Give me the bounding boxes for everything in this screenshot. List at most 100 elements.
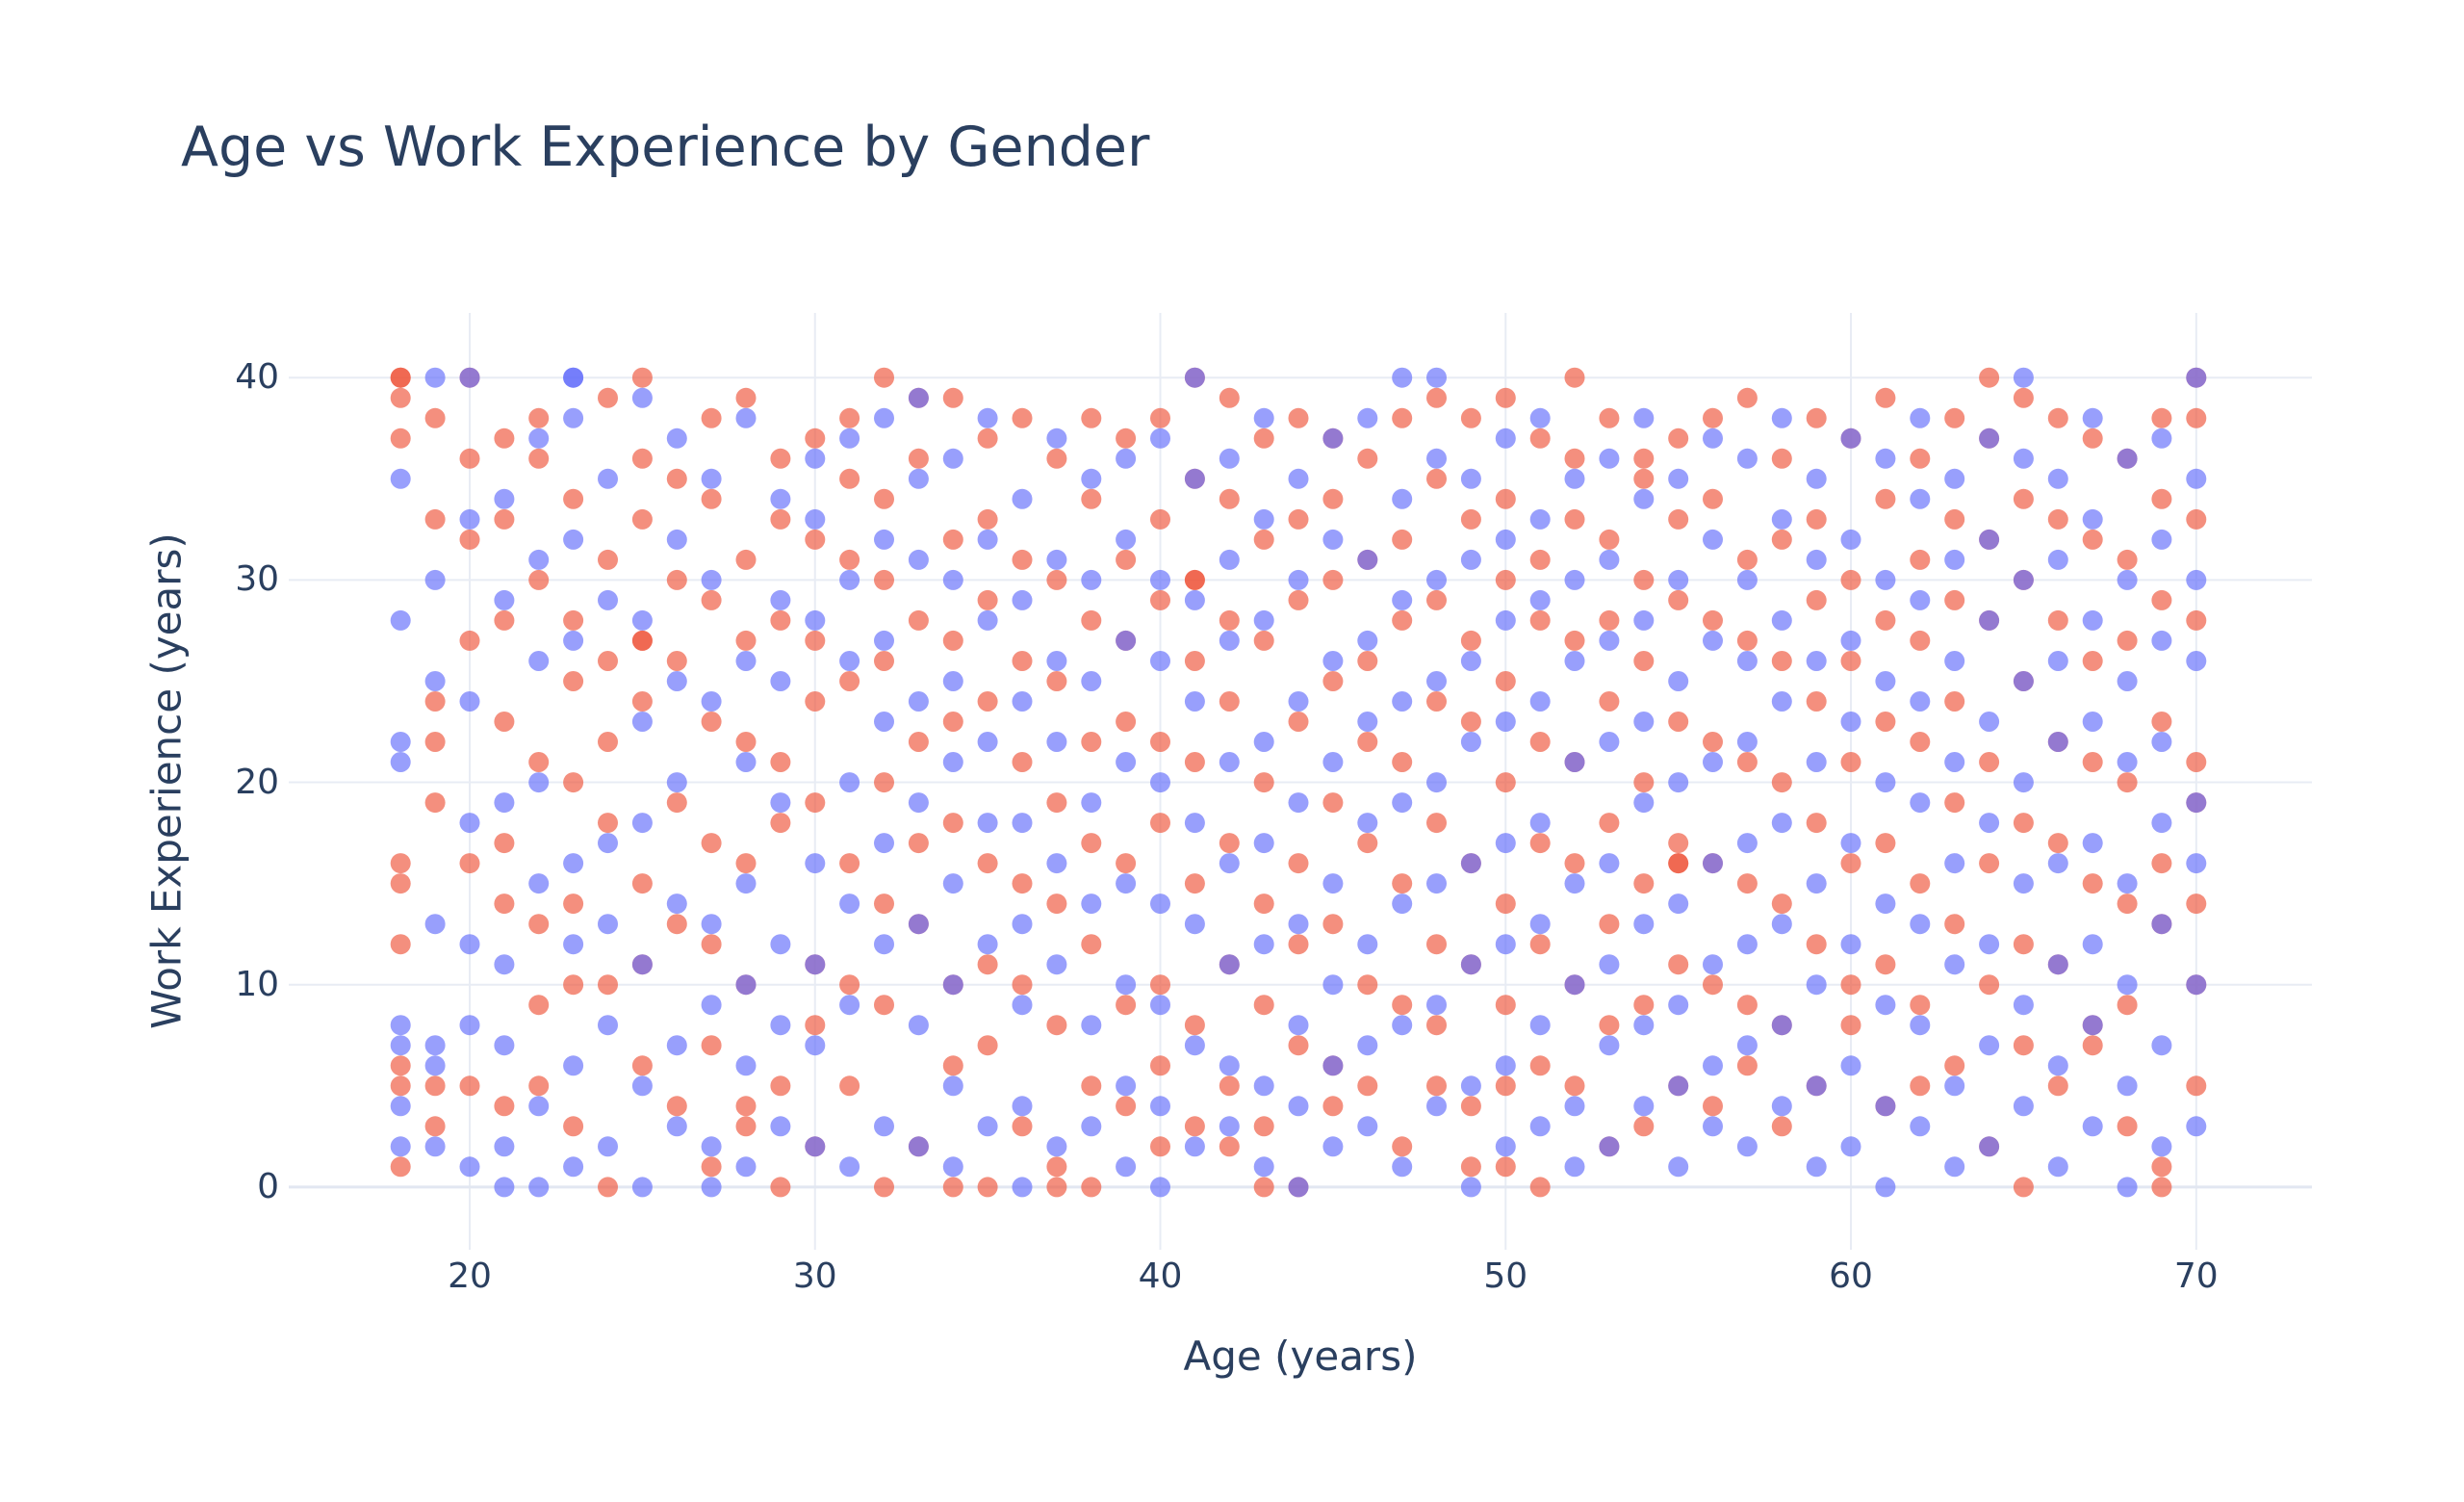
data-point-group-red[interactable] xyxy=(598,651,618,671)
data-point-group-red[interactable] xyxy=(424,1116,446,1137)
data-point-group-red[interactable] xyxy=(1806,407,1827,428)
data-point-group-red[interactable] xyxy=(424,1075,446,1097)
data-point-group-red[interactable] xyxy=(390,367,411,388)
data-point-group-red[interactable] xyxy=(1910,549,1931,570)
data-point-group-red[interactable] xyxy=(1771,893,1792,915)
data-point-group-red[interactable] xyxy=(1046,792,1067,814)
data-point-group-blue[interactable] xyxy=(1668,995,1689,1016)
data-point-group-blue[interactable] xyxy=(2047,1055,2068,1076)
data-point-group-blue[interactable] xyxy=(666,529,687,550)
data-point-group-blue[interactable] xyxy=(1840,934,1861,955)
data-point-group-blue[interactable] xyxy=(1564,468,1585,489)
data-point-group-red[interactable] xyxy=(977,1177,998,1198)
data-point-group-blue[interactable] xyxy=(1392,589,1413,610)
data-point-group-red[interactable] xyxy=(459,448,480,469)
data-point-group-blue[interactable] xyxy=(1564,651,1585,671)
data-point-group-red[interactable] xyxy=(1322,914,1344,935)
data-point-group-blue[interactable] xyxy=(839,772,860,793)
data-point-group-blue[interactable] xyxy=(1771,1015,1792,1036)
data-point-group-blue[interactable] xyxy=(1771,914,1792,935)
data-point-group-blue[interactable] xyxy=(1081,1015,1102,1036)
data-point-group-red[interactable] xyxy=(805,691,826,712)
data-point-group-red[interactable] xyxy=(1426,813,1447,834)
data-point-group-blue[interactable] xyxy=(1599,732,1620,752)
data-point-group-red[interactable] xyxy=(598,387,618,408)
data-point-group-blue[interactable] xyxy=(631,1075,653,1097)
data-point-group-blue[interactable] xyxy=(1840,427,1861,449)
data-point-group-red[interactable] xyxy=(839,468,860,489)
data-point-group-blue[interactable] xyxy=(1633,1096,1655,1117)
data-point-group-red[interactable] xyxy=(839,974,860,996)
data-point-group-red[interactable] xyxy=(1599,691,1620,712)
data-point-group-red[interactable] xyxy=(1495,671,1516,691)
data-point-group-blue[interactable] xyxy=(1736,732,1758,752)
data-point-group-blue[interactable] xyxy=(1944,1156,1965,1178)
data-point-group-red[interactable] xyxy=(1357,448,1378,469)
data-point-group-red[interactable] xyxy=(1392,752,1413,772)
data-point-group-red[interactable] xyxy=(701,1156,722,1178)
data-point-group-blue[interactable] xyxy=(2151,529,2172,550)
data-point-group-red[interactable] xyxy=(494,1096,515,1117)
data-point-group-red[interactable] xyxy=(770,813,791,834)
data-point-group-red[interactable] xyxy=(1046,893,1067,915)
data-point-group-blue[interactable] xyxy=(2186,1116,2207,1137)
data-point-group-red[interactable] xyxy=(977,508,998,530)
data-point-group-blue[interactable] xyxy=(1599,1035,1620,1056)
data-point-group-red[interactable] xyxy=(735,853,757,874)
data-point-group-blue[interactable] xyxy=(2013,671,2034,691)
data-point-group-red[interactable] xyxy=(908,609,929,631)
data-point-group-blue[interactable] xyxy=(390,1136,411,1157)
data-point-group-blue[interactable] xyxy=(1426,995,1447,1016)
data-point-group-blue[interactable] xyxy=(977,609,998,631)
data-point-group-blue[interactable] xyxy=(839,893,860,915)
data-point-group-blue[interactable] xyxy=(1875,1177,1896,1198)
data-point-group-red[interactable] xyxy=(1253,1116,1274,1137)
data-point-group-red[interactable] xyxy=(390,873,411,894)
data-point-group-blue[interactable] xyxy=(631,609,653,631)
data-point-group-blue[interactable] xyxy=(424,1055,446,1076)
data-point-group-red[interactable] xyxy=(2047,407,2068,428)
data-point-group-blue[interactable] xyxy=(2117,448,2138,469)
data-point-group-red[interactable] xyxy=(1046,671,1067,691)
data-point-group-blue[interactable] xyxy=(1253,934,1274,955)
data-point-group-blue[interactable] xyxy=(805,448,826,469)
data-point-group-red[interactable] xyxy=(1116,995,1137,1016)
data-point-group-red[interactable] xyxy=(1392,873,1413,894)
data-point-group-blue[interactable] xyxy=(598,1015,618,1036)
data-point-group-blue[interactable] xyxy=(1564,752,1585,772)
data-point-group-red[interactable] xyxy=(1944,508,1965,530)
data-point-group-red[interactable] xyxy=(735,1116,757,1137)
data-point-group-blue[interactable] xyxy=(1875,995,1896,1016)
data-point-group-blue[interactable] xyxy=(1495,427,1516,449)
data-point-group-blue[interactable] xyxy=(1806,651,1827,671)
data-point-group-red[interactable] xyxy=(1529,1055,1551,1076)
data-point-group-blue[interactable] xyxy=(735,1055,757,1076)
data-point-group-red[interactable] xyxy=(2186,508,2207,530)
data-point-group-red[interactable] xyxy=(1875,712,1896,732)
data-point-group-blue[interactable] xyxy=(770,488,791,509)
data-point-group-blue[interactable] xyxy=(1564,1096,1585,1117)
data-point-group-blue[interactable] xyxy=(942,448,963,469)
data-point-group-blue[interactable] xyxy=(1081,1116,1102,1137)
data-point-group-blue[interactable] xyxy=(908,914,929,935)
data-point-group-blue[interactable] xyxy=(1357,1116,1378,1137)
data-point-group-blue[interactable] xyxy=(1979,712,2000,732)
data-point-group-blue[interactable] xyxy=(1081,792,1102,814)
data-point-group-blue[interactable] xyxy=(390,732,411,752)
data-point-group-red[interactable] xyxy=(1703,609,1723,631)
data-point-group-blue[interactable] xyxy=(1116,752,1137,772)
data-point-group-blue[interactable] xyxy=(2151,1035,2172,1056)
data-point-group-blue[interactable] xyxy=(735,1156,757,1178)
data-point-group-blue[interactable] xyxy=(1253,1156,1274,1178)
data-point-group-blue[interactable] xyxy=(563,1156,584,1178)
data-point-group-blue[interactable] xyxy=(2117,1075,2138,1097)
data-point-group-blue[interactable] xyxy=(735,752,757,772)
data-point-group-blue[interactable] xyxy=(1322,1136,1344,1157)
data-point-group-blue[interactable] xyxy=(1910,1116,1931,1137)
data-point-group-blue[interactable] xyxy=(1460,1075,1481,1097)
data-point-group-red[interactable] xyxy=(2151,1177,2172,1198)
data-point-group-blue[interactable] xyxy=(2082,609,2103,631)
data-point-group-red[interactable] xyxy=(1633,448,1655,469)
data-point-group-blue[interactable] xyxy=(735,651,757,671)
data-point-group-blue[interactable] xyxy=(1703,630,1723,651)
